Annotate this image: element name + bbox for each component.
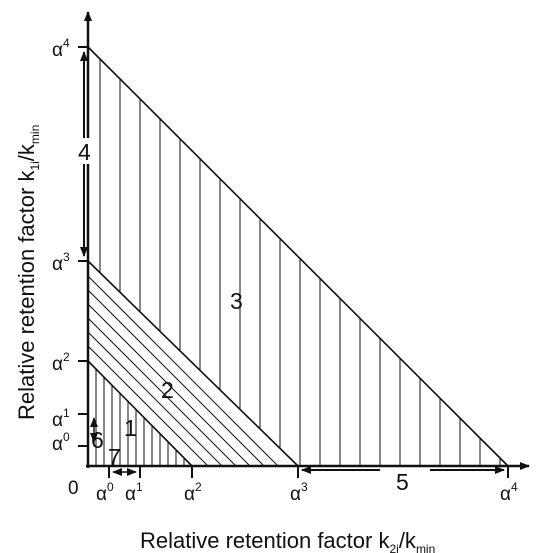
boundary-alpha2 (87, 360, 193, 467)
region-label-4: 4 (78, 139, 91, 165)
region-label-7: 7 (108, 444, 121, 470)
origin-label: 0 (68, 478, 79, 499)
boundary-alpha3 (87, 260, 299, 467)
region-2-hatching (88, 275, 279, 466)
x-tick-label-2: α2 (184, 480, 202, 505)
y-tick-label-1: α1 (52, 406, 70, 431)
region-label-1: 1 (124, 415, 137, 441)
region-label-5: 5 (396, 469, 409, 495)
x-tick-marks (108, 466, 509, 478)
x-axis-title: Relative retention factor k2i/kmin (140, 528, 435, 553)
y-tick-label-2: α2 (52, 350, 70, 375)
x-tick-label-0: α0 (96, 480, 114, 505)
x-tick-label-3: α3 (290, 480, 308, 505)
y-tick-label-0: α0 (52, 430, 70, 455)
y-axis-title: Relative retention factor k1i/kmin (14, 125, 42, 420)
region-3-hatching (99, 47, 501, 466)
region-label-6: 6 (91, 427, 104, 453)
region-label-2: 2 (161, 377, 174, 403)
boundary-alpha4 (87, 46, 509, 467)
label-5-backdrop (390, 470, 420, 494)
x-tick-label-1: α1 (125, 480, 143, 505)
label-4-backdrop (76, 138, 94, 164)
y-tick-label-4: α4 (52, 36, 70, 61)
x-tick-label-4: α4 (500, 480, 518, 505)
y-tick-label-3: α3 (52, 250, 70, 275)
y-tick-marks (78, 46, 88, 447)
region-label-3: 3 (230, 288, 243, 314)
